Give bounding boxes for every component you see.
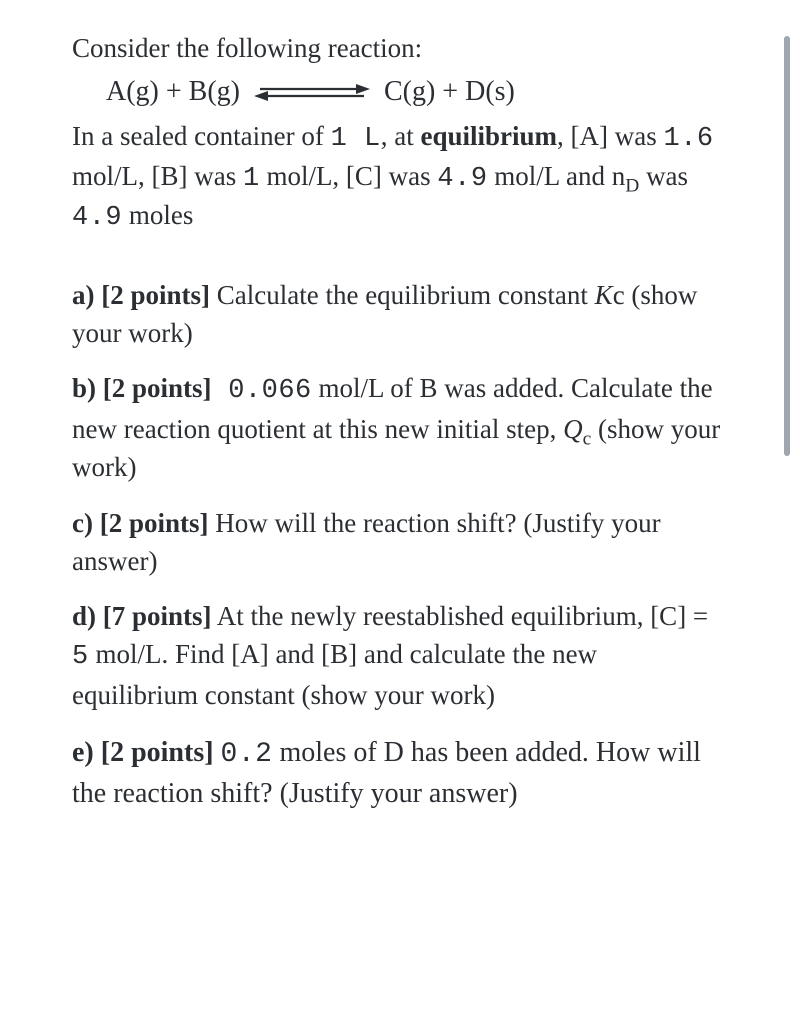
question-body: Consider the following reaction: A(g) + … (0, 30, 780, 1024)
reaction-equation: A(g) + B(g) C(g) + D(s) (106, 76, 724, 108)
qc-c: c (583, 429, 592, 450)
kc-k: K (595, 280, 613, 310)
part-c-label: c) [2 points] (72, 508, 209, 538)
scrollbar[interactable] (780, 30, 800, 1024)
scroll-thumb[interactable] (784, 36, 790, 456)
txt: mol/L, [C] was (260, 161, 438, 191)
part-b: b) [2 points] 0.066 mol/L of B was added… (72, 370, 724, 486)
txt: mol/L and n (488, 161, 626, 191)
part-e-value: 0.2 (221, 739, 273, 770)
kc-c: c (613, 280, 625, 310)
scroll-track[interactable] (784, 36, 790, 686)
part-d: d) [7 points] At the newly reestablished… (72, 598, 724, 714)
txt: mol/L. Find [A] and [B] and calculate th… (72, 639, 597, 710)
sub-d: D (625, 175, 639, 196)
part-e: e) [2 points] 0.2 moles of D has been ad… (72, 733, 724, 813)
equation-rhs: C(g) + D(s) (384, 76, 515, 108)
volume: 1 L (331, 124, 381, 154)
given-data: In a sealed container of 1 L, at equilib… (72, 118, 724, 236)
qc-q: Q (563, 414, 583, 444)
txt: moles (122, 200, 193, 230)
part-c: c) [2 points] How will the reaction shif… (72, 505, 724, 581)
equilibrium-word: equilibrium (420, 121, 557, 151)
equation-lhs: A(g) + B(g) (106, 76, 240, 108)
txt: mol/L, [B] was (72, 161, 243, 191)
part-e-label: e) [2 points] (72, 737, 214, 768)
part-d-label: d) [7 points] (72, 601, 212, 631)
part-d-value: 5 (72, 642, 89, 672)
intro-line: Consider the following reaction: (72, 30, 724, 66)
txt: In a sealed container of (72, 121, 331, 151)
txt: Calculate the equilibrium constant (210, 280, 595, 310)
txt: , at (381, 121, 421, 151)
part-b-value: 0.066 (212, 376, 312, 406)
val-b: 1 (243, 164, 260, 194)
val-a: 1.6 (664, 124, 714, 154)
val-d: 4.9 (72, 203, 122, 233)
txt (214, 737, 221, 768)
part-b-label: b) [2 points] (72, 373, 212, 403)
intro-text: Consider the following reaction: (72, 33, 422, 63)
txt: , [A] was (557, 121, 663, 151)
txt: was (639, 161, 688, 191)
equilibrium-arrow-icon (252, 80, 372, 104)
val-c: 4.9 (437, 164, 487, 194)
part-a-label: a) [2 points] (72, 280, 210, 310)
part-a: a) [2 points] Calculate the equilibrium … (72, 277, 724, 353)
txt: At the newly reestablished equilibrium, … (212, 601, 709, 631)
page: Consider the following reaction: A(g) + … (0, 0, 800, 1024)
